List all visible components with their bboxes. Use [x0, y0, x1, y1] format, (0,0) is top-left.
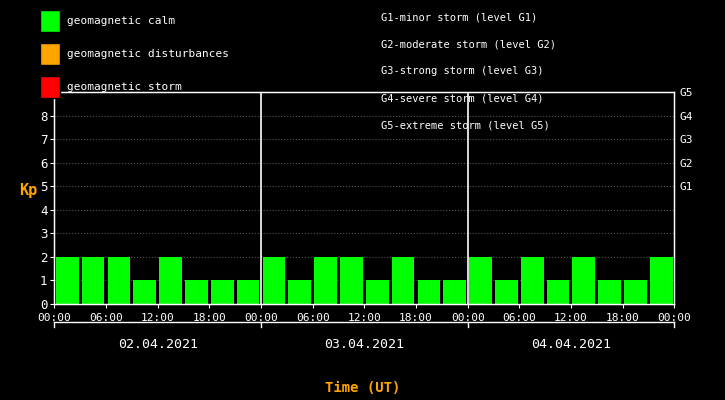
Y-axis label: Kp: Kp	[20, 183, 38, 198]
Text: G1-minor storm (level G1): G1-minor storm (level G1)	[381, 12, 537, 22]
Bar	[107, 257, 130, 304]
Bar	[237, 280, 260, 304]
Bar	[340, 257, 362, 304]
Text: G3-strong storm (level G3): G3-strong storm (level G3)	[381, 66, 543, 76]
Text: G4-severe storm (level G4): G4-severe storm (level G4)	[381, 94, 543, 104]
Bar	[392, 257, 415, 304]
Text: G2-moderate storm (level G2): G2-moderate storm (level G2)	[381, 39, 555, 49]
Bar	[133, 280, 156, 304]
Bar	[573, 257, 595, 304]
Bar	[418, 280, 440, 304]
Bar	[289, 280, 311, 304]
Bar	[650, 257, 673, 304]
Bar	[160, 257, 182, 304]
Bar	[56, 257, 78, 304]
Bar	[469, 257, 492, 304]
Bar	[366, 280, 389, 304]
Text: geomagnetic disturbances: geomagnetic disturbances	[67, 49, 229, 59]
Bar	[444, 280, 466, 304]
Text: G5-extreme storm (level G5): G5-extreme storm (level G5)	[381, 121, 550, 131]
Text: geomagnetic storm: geomagnetic storm	[67, 82, 182, 92]
Text: geomagnetic calm: geomagnetic calm	[67, 16, 175, 26]
Bar	[185, 280, 208, 304]
Bar	[211, 280, 233, 304]
Bar	[262, 257, 285, 304]
Bar	[82, 257, 104, 304]
Text: Time (UT): Time (UT)	[325, 381, 400, 395]
Text: 03.04.2021: 03.04.2021	[324, 338, 405, 351]
Bar	[547, 280, 569, 304]
Bar	[495, 280, 518, 304]
Bar	[521, 257, 544, 304]
Text: 02.04.2021: 02.04.2021	[117, 338, 198, 351]
Text: 04.04.2021: 04.04.2021	[531, 338, 611, 351]
Bar	[314, 257, 337, 304]
Bar	[624, 280, 647, 304]
Bar	[598, 280, 621, 304]
